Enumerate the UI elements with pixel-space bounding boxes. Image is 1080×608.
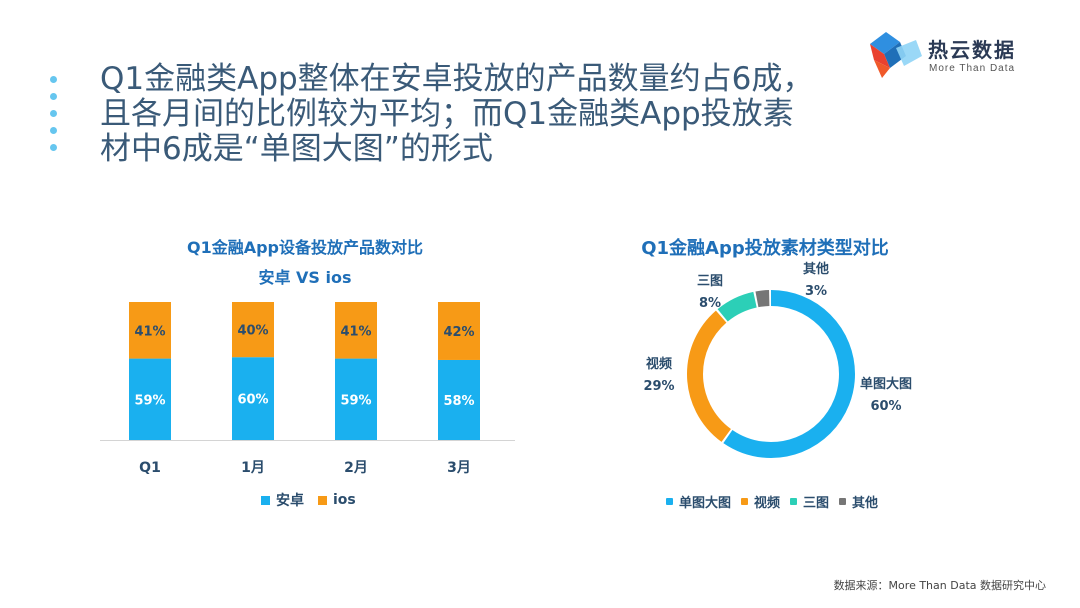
- slice-value-label: 8%: [699, 296, 721, 311]
- legend-label: 安卓: [276, 493, 304, 509]
- bar-data-label: 59%: [340, 393, 371, 408]
- x-tick-label: 3月: [447, 460, 471, 476]
- x-tick-label: 2月: [344, 460, 368, 476]
- legend-item-image: 单图大图: [666, 492, 731, 511]
- legend-swatch: [318, 495, 327, 505]
- slice-value-label: 3%: [805, 284, 827, 299]
- bar-data-label: 41%: [340, 324, 371, 339]
- legend-swatch: [666, 498, 673, 505]
- slice-category-label: 三图: [697, 274, 723, 289]
- legend-item-three: 三图: [790, 492, 829, 511]
- legend-swatch: [790, 498, 798, 505]
- bar-segment-android: [335, 358, 377, 440]
- slice-category-label: 其他: [803, 261, 829, 277]
- bar-chart-legend: 安卓 ios: [261, 490, 370, 510]
- donut-chart-legend: 单图大图 视频 三图 其他: [666, 492, 888, 511]
- page-headline: Q1金融类App整体在安卓投放的产品数量约占6成， 且各月间的比例较为平均；而Q…: [100, 62, 820, 167]
- x-tick-label: Q1: [139, 460, 161, 476]
- bar-segment-ios: [438, 302, 480, 360]
- bar-segment-android: [129, 358, 171, 440]
- bar-data-label: 41%: [134, 324, 165, 339]
- bar-chart-title: Q1金融App设备投放产品数对比: [186, 238, 424, 257]
- bar-segment-ios: [129, 302, 171, 359]
- legend-item-ios: ios: [318, 492, 356, 508]
- brand-tagline: More Than Data: [929, 63, 1016, 74]
- brand-logo: 热云数据 More Than Data: [866, 26, 1036, 84]
- bar-chart-subtitle: 安卓 VS ios: [258, 268, 352, 287]
- x-tick-label: 1月: [241, 460, 265, 476]
- bar-segment-ios: [335, 302, 377, 359]
- legend-label: 视频: [754, 496, 781, 511]
- bar-data-label: 60%: [237, 393, 268, 408]
- slice-category-label: 单图大图: [860, 376, 912, 392]
- bar-segment-android: [438, 359, 480, 440]
- legend-swatch: [741, 498, 749, 505]
- headline-line: Q1金融类App整体在安卓投放的产品数量约占6成，: [100, 61, 814, 97]
- bar-segment-android: [232, 357, 274, 440]
- brand-name: 热云数据: [928, 38, 1016, 62]
- bar-segment-ios: [232, 302, 274, 358]
- data-source-footer: 数据来源：More Than Data 数据研究中心: [833, 579, 1046, 592]
- legend-label: ios: [333, 492, 356, 508]
- donut-slice: [687, 290, 855, 458]
- headline-line: 材中6成是“单图大图”的形式: [100, 131, 493, 167]
- decorative-dots: [50, 76, 66, 161]
- bar-data-label: 59%: [134, 393, 165, 408]
- bar-data-label: 40%: [237, 324, 268, 339]
- donut-chart-plot: 单图大图 60% 视频 29% 三图 8% 其他 3%: [643, 261, 912, 458]
- material-donut-chart: Q1金融App投放素材类型对比 单图大图 60% 视频 29% 三图 8% 其他 3% 单图大…: [600, 228, 930, 528]
- bar-data-label: 42%: [443, 325, 474, 340]
- legend-label: 三图: [803, 496, 830, 511]
- legend-swatch: [839, 498, 847, 505]
- legend-label: 其他: [852, 496, 879, 511]
- bar-data-label: 58%: [443, 394, 474, 409]
- headline-line: 且各月间的比例较为平均；而Q1金融类App投放素: [100, 96, 794, 132]
- legend-item-other: 其他: [839, 492, 878, 511]
- slice-category-label: 视频: [646, 356, 672, 372]
- device-bar-chart: Q1金融App设备投放产品数对比 安卓 VS ios 59% 41% Q1 60% 40…: [95, 228, 535, 518]
- donut-chart-title: Q1金融App投放素材类型对比: [641, 238, 889, 259]
- slice-value-label: 60%: [870, 399, 901, 414]
- legend-label: 单图大图: [679, 496, 732, 511]
- donut-slice: [687, 290, 855, 458]
- legend-swatch: [261, 495, 270, 505]
- slice-value-label: 29%: [643, 379, 674, 394]
- legend-item-android: 安卓: [261, 490, 304, 510]
- bar-chart-plot: 59% 41% Q1 60% 40% 1月 59% 41% 2月 58% 42% 3月: [100, 302, 515, 476]
- legend-item-video: 视频: [741, 492, 780, 511]
- logo-cube-icon: [870, 32, 922, 78]
